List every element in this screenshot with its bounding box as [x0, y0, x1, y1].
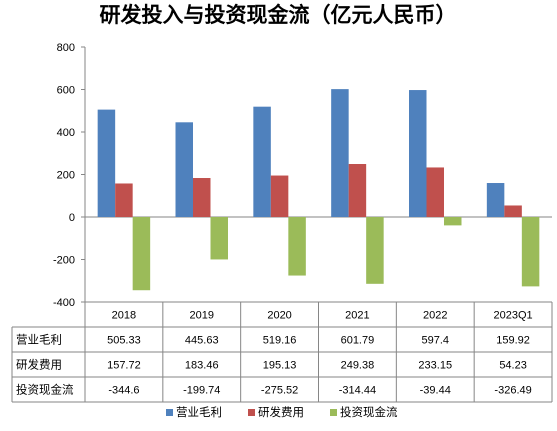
y-tick-label: -400 — [53, 297, 75, 309]
legend-swatch — [166, 409, 173, 416]
bar — [444, 217, 462, 226]
table-cell-value: -39.44 — [420, 385, 451, 397]
chart-title: 研发投入与投资现金流（亿元人民币） — [100, 2, 457, 27]
table-cell-value: 249.38 — [341, 360, 375, 372]
category-label: 2019 — [190, 310, 214, 322]
category-label: 2022 — [423, 310, 447, 322]
bar — [504, 205, 522, 217]
legend-label: 营业毛利 — [176, 405, 222, 419]
legend-swatch — [330, 409, 337, 416]
bar — [97, 109, 116, 217]
table-cell-value: 159.92 — [496, 335, 530, 347]
category-label: 2020 — [267, 310, 291, 322]
bar — [348, 164, 367, 217]
table-cell-value: 505.33 — [107, 335, 141, 347]
bar — [331, 89, 349, 217]
table-cell-value: 157.72 — [107, 360, 141, 372]
bar — [132, 217, 151, 291]
table-cell-value: 601.79 — [341, 335, 375, 347]
bar — [175, 122, 193, 217]
table-row-label: 研发费用 — [16, 358, 62, 372]
table-cell-value: 445.63 — [185, 335, 219, 347]
bar — [409, 90, 427, 217]
bar — [253, 106, 271, 217]
table-cell-value: 519.16 — [263, 335, 297, 347]
legend-label: 研发费用 — [258, 405, 304, 419]
category-label: 2018 — [112, 310, 136, 322]
table-cell-value: -199.74 — [183, 385, 220, 397]
y-tick-label: 200 — [57, 170, 75, 182]
bar — [521, 217, 540, 287]
bar — [486, 183, 505, 217]
bar — [366, 217, 384, 284]
table-cell-value: 233.15 — [418, 360, 452, 372]
bar — [270, 175, 289, 217]
bar — [115, 183, 133, 217]
category-label: 2021 — [345, 310, 369, 322]
y-tick-label: 600 — [57, 85, 75, 97]
bar — [210, 217, 228, 260]
y-tick-label: 400 — [57, 127, 75, 139]
table-cell-value: 183.46 — [185, 360, 219, 372]
bar — [193, 178, 211, 217]
category-label: 2023Q1 — [494, 310, 533, 322]
table-cell-value: -314.44 — [339, 385, 376, 397]
table-cell-value: 195.13 — [263, 360, 297, 372]
y-tick-label: 800 — [57, 42, 75, 54]
table-cell-value: -275.52 — [261, 385, 298, 397]
table-row-label: 营业毛利 — [16, 333, 62, 347]
table-cell-value: 54.23 — [499, 360, 527, 372]
legend-swatch — [248, 409, 255, 416]
bar — [288, 217, 306, 276]
table-cell-value: 597.4 — [421, 335, 449, 347]
y-tick-label: 0 — [69, 212, 75, 224]
y-tick-label: -200 — [53, 255, 75, 267]
bar — [426, 167, 444, 217]
legend-label: 投资现金流 — [340, 405, 398, 419]
table-cell-value: -326.49 — [494, 385, 531, 397]
table-row-label: 投资现金流 — [16, 383, 74, 397]
table-cell-value: -344.6 — [108, 385, 139, 397]
